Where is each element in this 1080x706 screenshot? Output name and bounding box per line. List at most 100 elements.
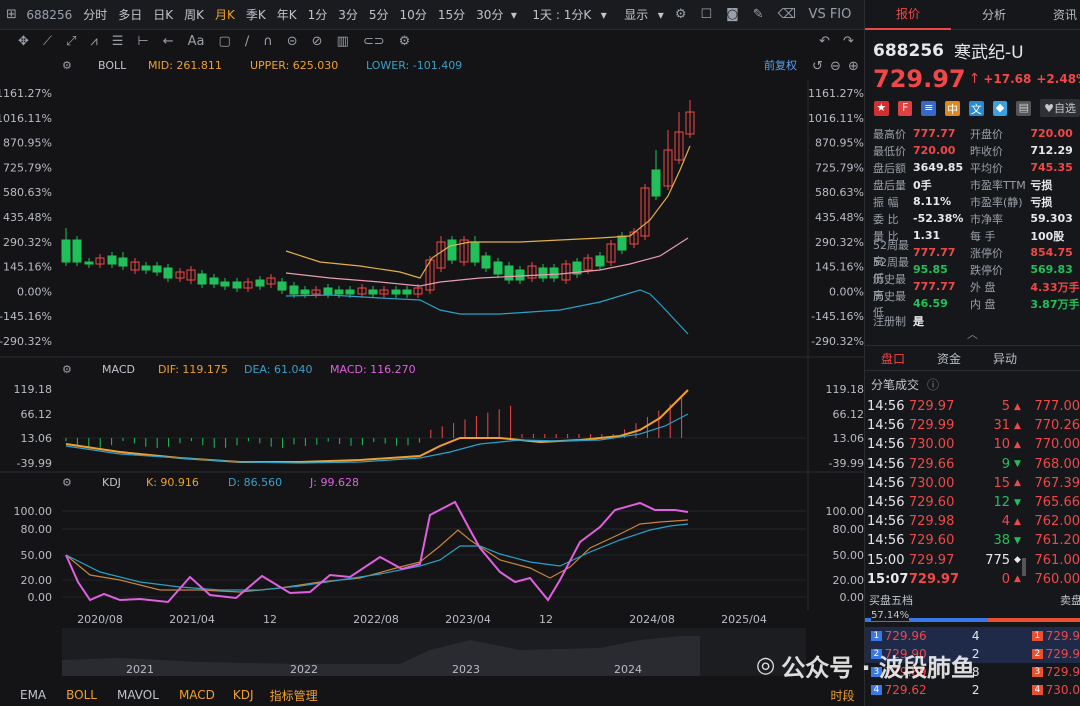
reset-icon[interactable]: ↺ [812,59,823,74]
settings-icon[interactable]: ⚙ [62,59,72,72]
candle-body [651,169,661,197]
hide-icon[interactable]: ⊘ [311,33,323,49]
pen-icon[interactable]: ✎ [752,7,764,22]
db-icon[interactable]: ≡ [921,100,937,116]
info-icon[interactable]: ⓘ [927,377,940,392]
indicator-tab-active[interactable]: BOLL [66,688,97,702]
move-icon[interactable]: ✥ [18,33,29,49]
stat-value: 1.31 [913,229,941,242]
redo-icon[interactable]: ↷ [843,33,854,49]
f10-icon[interactable]: F [897,100,913,116]
fib-tool-icon[interactable]: ☰ [111,33,124,49]
tab-news[interactable]: 资讯 [1052,7,1077,22]
period-tab[interactable]: 周K [184,8,204,22]
restore-rights-button[interactable]: 前复权 [764,58,797,72]
lock-icon[interactable]: ⊝ [286,33,298,49]
candle-body [175,271,185,279]
stat-value: 712.29 [1030,144,1073,157]
magnet-icon[interactable]: ∩ [263,33,273,49]
display-menu[interactable]: 显示 [624,8,649,22]
indicator-tab[interactable]: MAVOL [117,688,159,702]
checkbox-icon[interactable]: ☐ [700,7,713,22]
quote-stat-row: 盘后额 3649.85 [873,159,970,176]
zoom-out-icon[interactable]: ⊖ [830,59,841,74]
collapse-icon[interactable]: ︿ [967,328,978,341]
candle-body [368,289,378,295]
period-tab[interactable]: 日K [153,8,174,22]
settings-icon[interactable]: ⚙ [398,33,411,49]
tag-icon[interactable]: ◆ [992,100,1008,116]
period-tab[interactable]: 3分 [338,8,358,22]
candle-body [209,277,219,285]
period-tab[interactable]: 季K [245,8,266,22]
line-tool-icon[interactable]: ⟋ [42,33,53,49]
settings-icon[interactable]: ⚙ [62,476,72,489]
chevron-down-icon[interactable]: ▾ [600,7,607,22]
period-tab[interactable]: 分时 [83,8,108,22]
flag-icon[interactable]: ★ [874,100,889,116]
ask-level: 3 [1031,666,1043,677]
zoom-in-icon[interactable]: ⊕ [848,59,859,74]
stat-value: 854.75 [1030,246,1073,259]
kdj-header: ⚙ KDJ K: 90.916 D: 86.560 J: 99.628 [62,476,359,489]
period-tab[interactable]: 多日 [118,8,143,22]
period-tab[interactable]: 30分 [476,8,504,22]
indicator-tab[interactable]: EMA [20,688,47,702]
wave-tool-icon[interactable]: ⩘ [90,33,98,49]
period-tab[interactable]: 15分 [437,8,466,22]
multi-period-select[interactable]: 1天 : 1分K [532,8,592,22]
note-tool-icon[interactable]: ▢ [218,33,231,49]
measure-tool-icon[interactable]: ⊢ [137,33,149,49]
arrow-tool-icon[interactable]: ← [162,33,174,49]
indicator-manage[interactable]: 指标管理 [269,688,318,703]
period-tab[interactable]: 10分 [399,8,427,22]
period-tab[interactable]: 5分 [368,8,389,22]
doc-icon[interactable]: ▤ [1016,100,1032,116]
macd-tick-label: 13.06 [833,432,865,445]
ask-level: 1 [1031,630,1043,641]
camera-icon[interactable]: ◙ [726,7,739,22]
ray-tool-icon[interactable]: ⤢ [66,33,77,49]
brush-tool-icon[interactable]: ∕ [244,33,250,49]
link-icon[interactable]: ⊂⊃ [362,33,385,49]
year-label: 2021 [126,663,154,676]
tab-depth[interactable]: 盘口 [881,351,906,366]
period-tab-active[interactable]: 月K [215,8,235,22]
undo-icon[interactable]: ↶ [819,33,830,49]
translate-icon[interactable]: 文 [968,100,984,116]
stat-value: 777.77 [913,246,956,259]
tab-anomaly[interactable]: 异动 [993,351,1018,366]
favorite-button[interactable]: ♥自选 [1040,99,1080,117]
tab-analysis[interactable]: 分析 [981,7,1006,22]
year-label: 2023 [452,663,480,676]
compare-button[interactable]: VS FIO [808,7,852,22]
boll-mid: MID: 261.811 [148,59,222,72]
tab-capital[interactable]: 资金 [937,351,962,366]
candle-body [163,267,173,279]
settings-icon[interactable]: ⚙ [674,7,687,22]
trash-icon[interactable]: ▥ [336,33,349,49]
eraser-icon[interactable]: ⌫ [777,7,797,22]
trade-direction-icon: ◆ [1014,555,1021,566]
scrollbar[interactable] [1022,558,1026,576]
kline-chart[interactable]: ⚙ BOLL MID: 261.811 UPPER: 625.030 LOWER… [0,52,864,686]
watermark: ◎ 公众号 · 波段肺鱼 [756,648,975,683]
candle-body [504,265,514,281]
kdj-tick-label: 20.00 [21,574,53,587]
candle-body [640,187,650,237]
session-button[interactable]: 时段 [830,688,855,703]
period-dropdown-icon[interactable]: ▾ [510,7,517,22]
candle-body [402,289,412,295]
bid-volume: 2 [971,646,980,661]
bid-level: 3 [871,666,882,677]
chevron-down-icon[interactable]: ▾ [657,7,664,22]
settings-icon[interactable]: ⚙ [62,363,72,376]
grid-menu-icon[interactable]: ⊞ [6,7,17,22]
indicator-tab-active[interactable]: KDJ [232,688,254,702]
chat-icon[interactable]: 中 [945,100,960,116]
indicator-tab-active[interactable]: MACD [178,688,215,702]
tab-quote[interactable]: 报价 [865,0,951,30]
period-tab[interactable]: 1分 [307,8,328,22]
text-tool-icon[interactable]: Aa [187,33,205,49]
period-tab[interactable]: 年K [276,8,297,22]
